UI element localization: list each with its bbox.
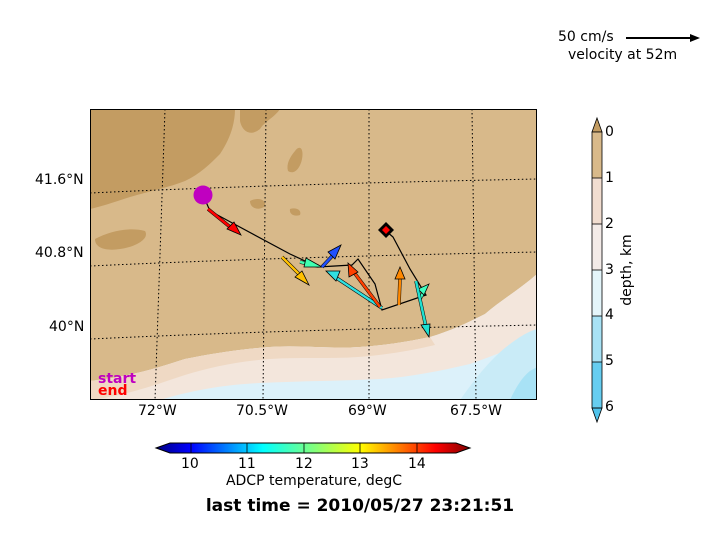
lon-tick-label: 70.5°W (236, 403, 289, 419)
land-island-1 (95, 229, 146, 250)
depth-colorbar-title: depth, km (619, 234, 635, 306)
velocity-arrow (299, 257, 324, 268)
velocity-arrow (280, 255, 310, 287)
legend-start-label: start (98, 371, 137, 387)
depth-tick-label: 6 (605, 399, 614, 415)
depth-tick-label: 2 (605, 216, 614, 232)
land-island-4 (287, 147, 303, 173)
lat-tick-label: 40°N (49, 319, 85, 335)
depth-tick-label: 1 (605, 170, 614, 186)
temp-tick-label: 13 (351, 456, 369, 472)
velocity-arrow (394, 265, 406, 306)
velocity-arrow (414, 280, 431, 339)
temperature-colorbar-title: ADCP temperature, degC (225, 473, 403, 489)
lat-tick-label: 40.8°N (35, 245, 84, 261)
depth-tick-label: 4 (605, 307, 614, 323)
depth-colorbar (591, 116, 603, 424)
map-frame (90, 109, 537, 400)
lat-tick-label: 41.6°N (35, 172, 84, 188)
velocity-arrow (347, 262, 382, 309)
scale-caption: velocity at 52m (568, 47, 678, 63)
map-panel (90, 109, 537, 400)
scale-speed-label: 50 cm/s (558, 29, 614, 45)
temperature-colorbar (154, 442, 472, 454)
velocity-arrow (325, 270, 383, 310)
lon-tick-label: 72°W (138, 403, 177, 419)
ship-track (202, 194, 427, 311)
lon-tick-label: 69°W (348, 403, 387, 419)
temp-tick-label: 10 (181, 456, 199, 472)
temp-tick-label: 12 (295, 456, 313, 472)
depth-tick-label: 5 (605, 353, 614, 369)
lon-tick-label: 67.5°W (450, 403, 503, 419)
temp-tick-label: 14 (408, 456, 426, 472)
land-cape (240, 109, 280, 133)
depth-tick-label: 0 (605, 124, 614, 140)
start-marker (193, 185, 213, 205)
scale-arrow (626, 34, 700, 42)
land-island-3 (289, 208, 301, 216)
land-mass (90, 109, 235, 209)
land-island-2 (250, 198, 266, 209)
mid-slope (90, 337, 435, 400)
velocity-arrow (320, 244, 342, 269)
last-time-label: last time = 2010/05/27 23:21:51 (205, 496, 515, 516)
temp-tick-label: 11 (238, 456, 256, 472)
depth-tick-label: 3 (605, 262, 614, 278)
legend-end-label: end (98, 383, 128, 399)
shelf-area (90, 109, 537, 381)
velocity-vectors (206, 207, 431, 339)
abyss-patch-2 (510, 367, 537, 400)
end-marker (378, 222, 394, 238)
velocity-arrow (206, 207, 242, 236)
graticule (90, 109, 537, 400)
abyss-patch (460, 329, 537, 400)
